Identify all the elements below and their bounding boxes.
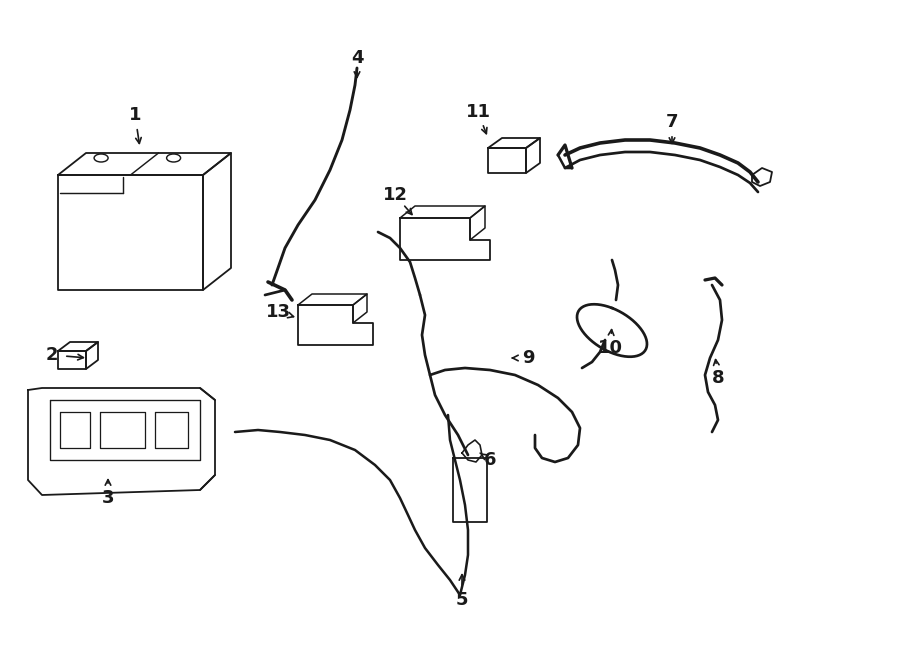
Text: 2: 2 [46, 346, 58, 364]
Text: 3: 3 [102, 489, 114, 507]
Text: 6: 6 [484, 451, 496, 469]
Text: 9: 9 [522, 349, 535, 367]
Text: 8: 8 [712, 369, 724, 387]
Text: 11: 11 [465, 103, 491, 121]
Text: 7: 7 [666, 113, 679, 131]
Text: 10: 10 [598, 339, 623, 357]
Text: 5: 5 [455, 591, 468, 609]
Text: 4: 4 [351, 49, 364, 67]
Text: 1: 1 [129, 106, 141, 124]
Text: 12: 12 [382, 186, 408, 204]
Text: 13: 13 [266, 303, 291, 321]
